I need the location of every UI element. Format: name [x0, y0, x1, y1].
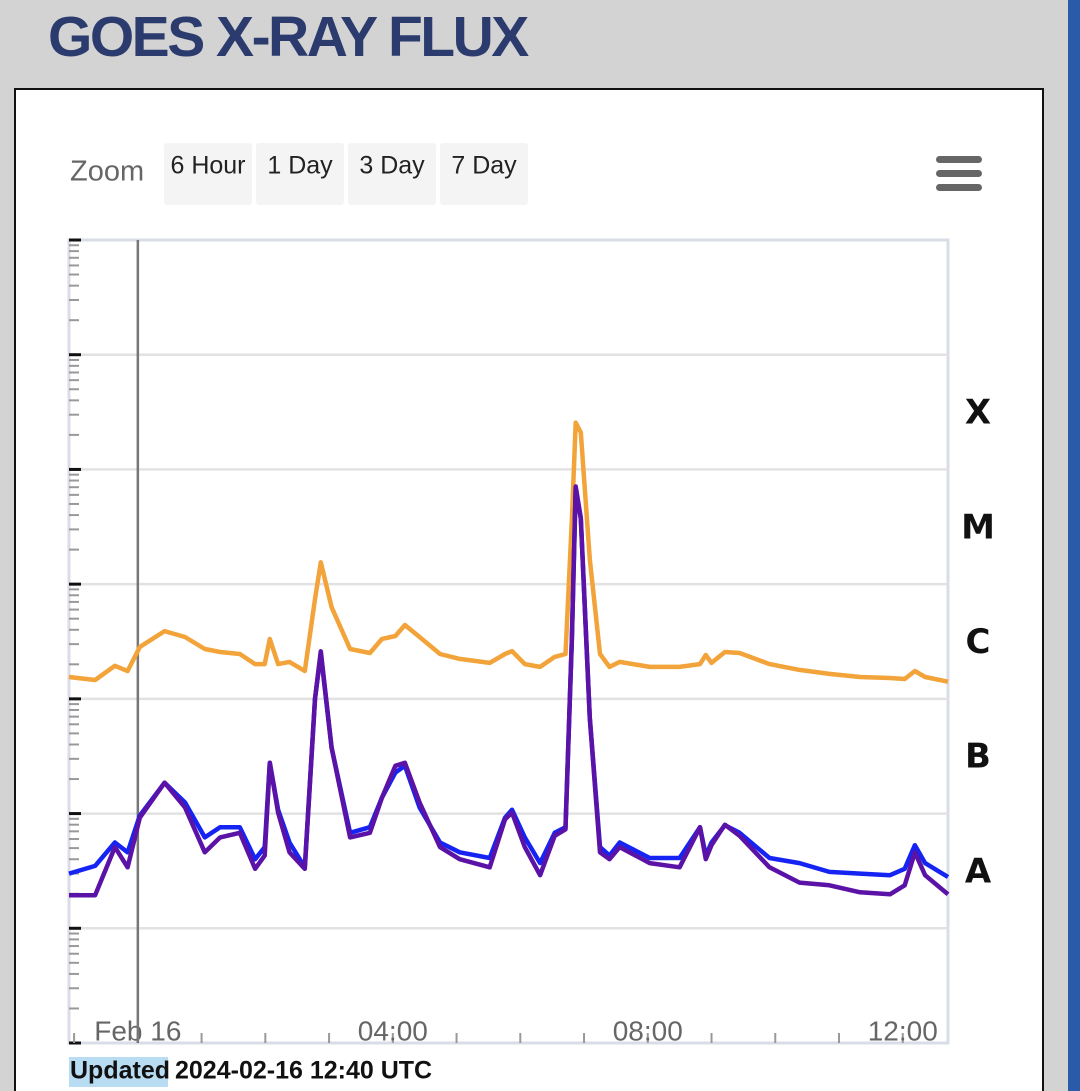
zoom-button-text: 3 Day [359, 152, 425, 180]
updated-time: 2024-02-16 12:40 UTC [175, 1057, 432, 1085]
series-line [69, 484, 950, 898]
x-tick-label: 08:00 [613, 1015, 683, 1046]
zoom-button[interactable]: 1 Day [256, 143, 344, 205]
zoom-button-bg [164, 143, 252, 205]
class-label: C [966, 622, 991, 662]
zoom-button[interactable]: 6 Hour [164, 143, 252, 205]
menu-button[interactable] [936, 156, 982, 191]
zoom-button-bg [256, 143, 344, 205]
menu-bar [936, 156, 982, 163]
side-strip [1068, 0, 1080, 1091]
zoom-button-bg [348, 143, 436, 205]
zoom-button[interactable]: 3 Day [348, 143, 436, 205]
series-line [68, 420, 949, 684]
class-label: M [961, 507, 995, 547]
menu-bar [936, 170, 982, 177]
zoom-button-text: 6 Hour [170, 152, 245, 180]
zoom-label: Zoom [70, 156, 144, 188]
zoom-button[interactable]: 7 Day [440, 143, 528, 205]
class-label: A [965, 851, 992, 891]
updated-label: Updated [70, 1057, 170, 1085]
menu-bar [936, 184, 982, 191]
class-label: B [965, 737, 991, 777]
plot-border [67, 238, 950, 1045]
zoom-button-text: 1 Day [267, 152, 333, 180]
zoom-button-text: 7 Day [451, 152, 517, 180]
x-tick-label: 12:00 [868, 1015, 938, 1046]
chart-panel [14, 88, 1044, 1091]
page-title: GOES X-RAY FLUX [48, 5, 529, 69]
zoom-button-bg [440, 143, 528, 205]
updated-highlight [69, 1057, 168, 1087]
class-label: X [965, 393, 991, 433]
x-tick-label: 04:00 [358, 1015, 428, 1046]
